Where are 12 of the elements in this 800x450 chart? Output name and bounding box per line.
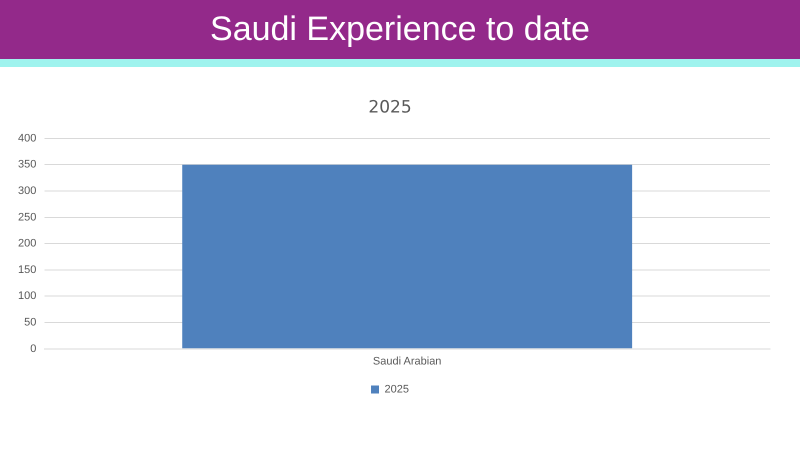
y-tick-label: 100 bbox=[18, 290, 36, 302]
y-tick-label: 350 bbox=[18, 158, 36, 171]
legend-label: 2025 bbox=[384, 384, 409, 396]
y-tick-label: 250 bbox=[18, 211, 36, 224]
chart-subtitle: 2025 bbox=[368, 98, 412, 118]
y-tick-label: 300 bbox=[18, 185, 36, 198]
y-tick-label: 0 bbox=[30, 342, 36, 355]
y-tick-label: 400 bbox=[18, 132, 36, 144]
y-tick-label: 200 bbox=[18, 238, 36, 250]
x-tick-label: Saudi Arabian bbox=[372, 355, 442, 368]
y-tick-label: 50 bbox=[24, 316, 36, 329]
y-tick-label: 150 bbox=[18, 264, 36, 276]
